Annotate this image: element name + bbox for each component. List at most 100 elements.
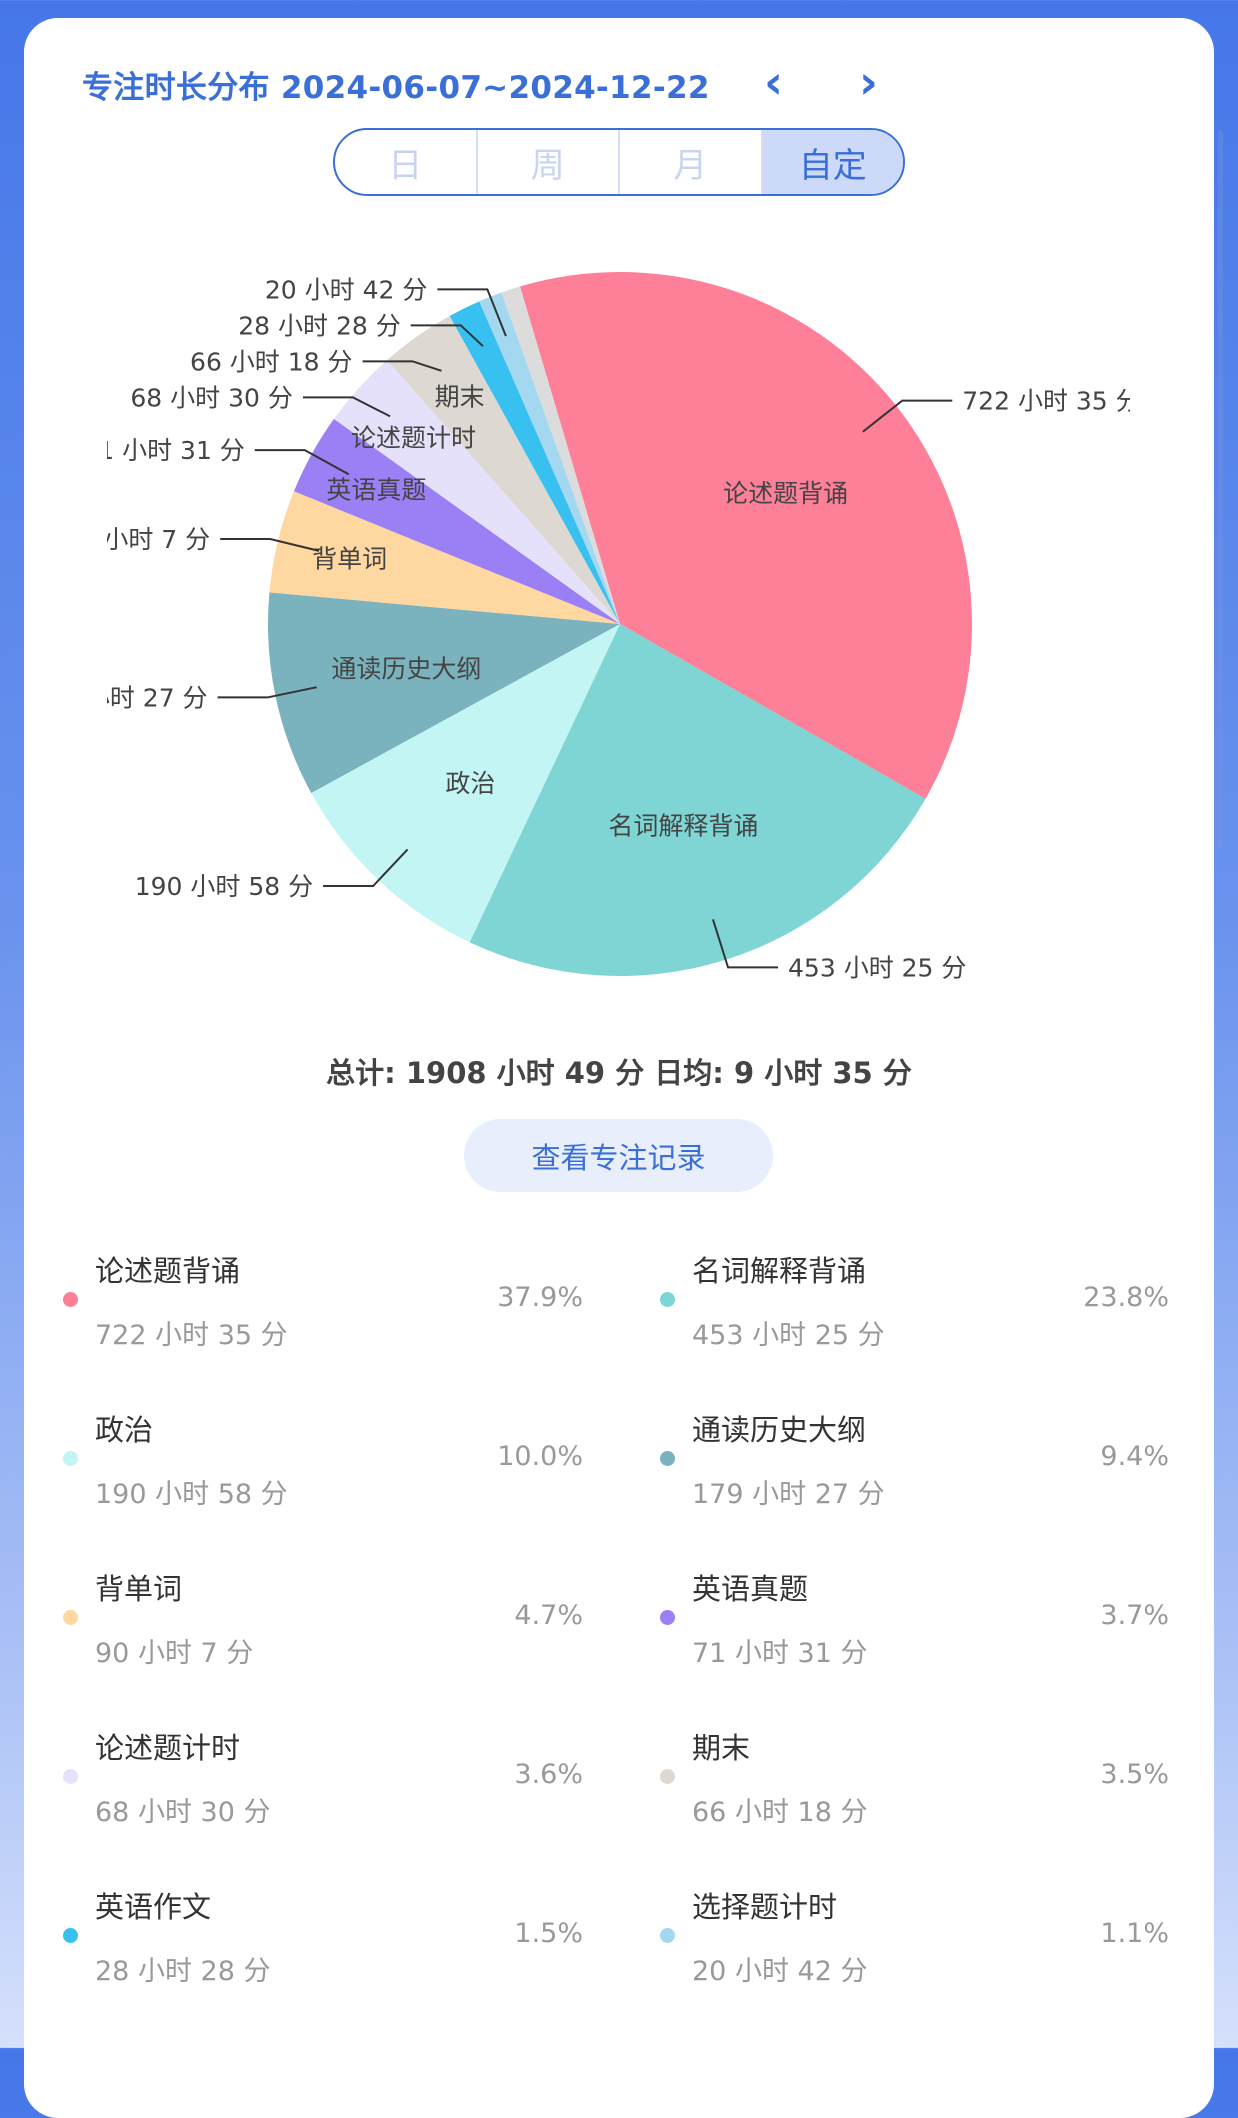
pie-slice[interactable] <box>449 301 620 624</box>
slice-name-label: 期末 <box>435 383 485 412</box>
summary-text: 总计: 1908 小时 49 分 日均: 9 小时 35 分 <box>326 1056 912 1090</box>
legend-dot <box>63 1292 78 1307</box>
legend-percent: 3.5% <box>1100 1759 1169 1790</box>
legend-item[interactable]: 论述题背诵 722 小时 35 分 37.9% <box>63 1248 583 1368</box>
legend-item[interactable]: 政治 190 小时 58 分 10.0% <box>63 1407 583 1527</box>
pie-slice[interactable] <box>268 592 620 793</box>
leader-line <box>410 324 484 347</box>
legend-dot <box>660 1451 675 1466</box>
leader-line <box>220 538 320 552</box>
pie-slice-other[interactable] <box>501 286 620 624</box>
legend-percent: 37.9% <box>497 1282 583 1313</box>
legend-percent: 9.4% <box>1100 1441 1169 1472</box>
legend-duration: 179 小时 27 分 <box>692 1479 885 1510</box>
legend-dot <box>660 1769 675 1784</box>
legend-item[interactable]: 名词解释背诵 453 小时 25 分 23.8% <box>660 1248 1169 1368</box>
tab-day[interactable]: 日 <box>388 145 423 186</box>
tab-week[interactable]: 周 <box>475 130 619 194</box>
page-title: 专注时长分布 2024-06-07~2024-12-22 <box>82 70 710 106</box>
leader-line <box>323 848 409 887</box>
slice-value-label: 90 小时 7 分 <box>64 525 211 554</box>
legend-percent: 3.6% <box>514 1759 583 1790</box>
legend-name: 论述题计时 <box>95 1731 241 1765</box>
chevron-right-icon[interactable]: › <box>859 55 878 109</box>
legend-percent: 1.1% <box>1100 1918 1169 1949</box>
legend-percent: 10.0% <box>497 1441 583 1472</box>
legend-duration: 71 小时 31 分 <box>692 1638 868 1669</box>
legend-percent: 23.8% <box>1083 1282 1169 1313</box>
period-tabs: 日 周 月 自定 <box>333 128 905 196</box>
legend-dot <box>660 1292 675 1307</box>
legend-duration: 20 小时 42 分 <box>692 1956 868 1987</box>
pie-slice[interactable] <box>269 491 620 624</box>
slice-value-label: 68 小时 30 分 <box>130 383 292 412</box>
legend-duration: 68 小时 30 分 <box>95 1797 271 1828</box>
pie-slice[interactable] <box>387 315 620 624</box>
slice-name-label: 英语真题 <box>326 476 426 505</box>
chevron-left-icon[interactable]: ‹ <box>764 55 783 109</box>
legend-name: 英语作文 <box>95 1890 212 1924</box>
slice-name-label: 名词解释背诵 <box>608 811 758 840</box>
pie-slice[interactable] <box>333 360 620 624</box>
slice-name-label: 背单词 <box>312 544 387 573</box>
legend-name: 名词解释背诵 <box>692 1254 867 1288</box>
pie-slice[interactable] <box>311 624 620 943</box>
slice-value-label: 722 小时 35 分 <box>962 387 1140 416</box>
legend-duration: 66 小时 18 分 <box>692 1797 868 1828</box>
leader-line <box>862 399 953 433</box>
pie-slice[interactable] <box>520 272 973 799</box>
slice-value-label: 66 小时 18 分 <box>190 347 352 376</box>
pie-slice[interactable] <box>479 292 620 624</box>
slice-value-label: 28 小时 28 分 <box>238 311 400 340</box>
pie-slice[interactable] <box>293 418 620 624</box>
pie-slice[interactable] <box>469 624 926 976</box>
legend-name: 期末 <box>692 1731 751 1765</box>
legend-item[interactable]: 背单词 90 小时 7 分 4.7% <box>63 1566 583 1686</box>
legend-duration: 453 小时 25 分 <box>692 1320 885 1351</box>
legend-duration: 190 小时 58 分 <box>95 1479 288 1510</box>
slice-name-label: 政治 <box>445 769 495 798</box>
legend-item[interactable]: 英语作文 28 小时 28 分 1.5% <box>63 1884 583 2004</box>
view-records-button[interactable]: 查看专注记录 <box>464 1119 773 1192</box>
legend-dot <box>660 1610 675 1625</box>
legend-name: 背单词 <box>95 1572 183 1606</box>
slice-value-label: 20 小时 42 分 <box>265 275 427 304</box>
leader-line <box>217 686 317 699</box>
legend-dot <box>63 1769 78 1784</box>
legend-dot <box>63 1610 78 1625</box>
slice-value-label: 71 小时 31 分 <box>82 436 244 465</box>
leader-line <box>437 288 507 337</box>
legend-name: 通读历史大纲 <box>692 1413 867 1447</box>
legend-duration: 90 小时 7 分 <box>95 1638 254 1669</box>
tab-month[interactable]: 月 <box>618 130 761 194</box>
legend-item[interactable]: 通读历史大纲 179 小时 27 分 9.4% <box>660 1407 1169 1527</box>
legend-percent: 3.7% <box>1100 1600 1169 1631</box>
slice-name-label: 论述题计时 <box>351 423 476 452</box>
legend-name: 论述题背诵 <box>95 1254 241 1288</box>
legend-percent: 4.7% <box>514 1600 583 1631</box>
slice-name-label: 论述题背诵 <box>723 479 848 508</box>
leader-line <box>302 396 391 418</box>
legend-dot <box>660 1928 675 1943</box>
legend-dot <box>63 1451 78 1466</box>
scrollbar[interactable] <box>1218 130 1223 850</box>
leader-line <box>712 919 779 969</box>
legend-dot <box>63 1928 78 1943</box>
leader-line <box>362 360 442 372</box>
leader-line <box>254 449 350 476</box>
legend-name: 英语真题 <box>692 1572 809 1606</box>
legend-percent: 1.5% <box>514 1918 583 1949</box>
tab-custom[interactable]: 自定 <box>760 130 903 194</box>
slice-value-label: 179 小时 27 分 <box>29 683 207 712</box>
slice-name-label: 通读历史大纲 <box>331 655 481 684</box>
slice-value-label: 190 小时 58 分 <box>135 872 313 901</box>
legend-item[interactable]: 论述题计时 68 小时 30 分 3.6% <box>63 1725 583 1845</box>
legend-duration: 28 小时 28 分 <box>95 1956 271 1987</box>
legend-item[interactable]: 英语真题 71 小时 31 分 3.7% <box>660 1566 1169 1686</box>
legend-name: 选择题计时 <box>692 1890 838 1924</box>
legend-item[interactable]: 期末 66 小时 18 分 3.5% <box>660 1725 1169 1845</box>
legend-item[interactable]: 选择题计时 20 小时 42 分 1.1% <box>660 1884 1169 2004</box>
slice-value-label: 453 小时 25 分 <box>788 953 966 982</box>
legend-duration: 722 小时 35 分 <box>95 1320 288 1351</box>
